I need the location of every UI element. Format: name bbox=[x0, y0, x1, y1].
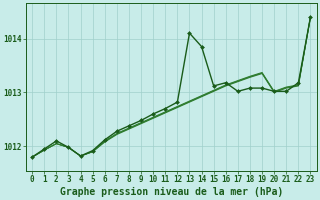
X-axis label: Graphe pression niveau de la mer (hPa): Graphe pression niveau de la mer (hPa) bbox=[60, 186, 283, 197]
